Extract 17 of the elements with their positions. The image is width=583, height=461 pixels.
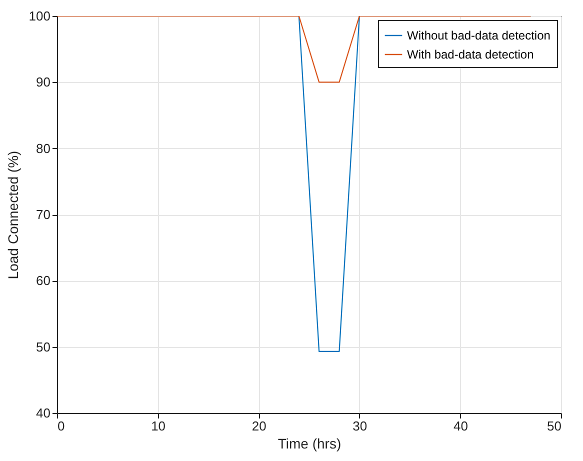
x-tick-label: 10 [151,418,166,434]
x-tick-label: 20 [252,418,266,434]
legend-label: With bad-data detection [407,48,534,62]
x-tick-label: 0 [58,418,65,434]
y-tick-label: 100 [28,8,50,24]
y-axis-title: Load Connected (%) [4,150,21,280]
x-axis-title: Time (hrs) [278,436,342,452]
y-tick-label: 60 [36,273,50,288]
y-tick-label: 40 [36,406,50,420]
y-tick-label: 70 [36,207,50,222]
y-tick-label: 50 [36,339,50,354]
x-tick-label: 50 [547,418,562,434]
x-tick-label: 40 [453,418,468,434]
y-tick-label: 90 [36,74,50,90]
legend-label: Without bad-data detection [407,28,550,42]
y-tick-label: 80 [36,140,50,156]
x-tick-label: 30 [352,418,368,434]
